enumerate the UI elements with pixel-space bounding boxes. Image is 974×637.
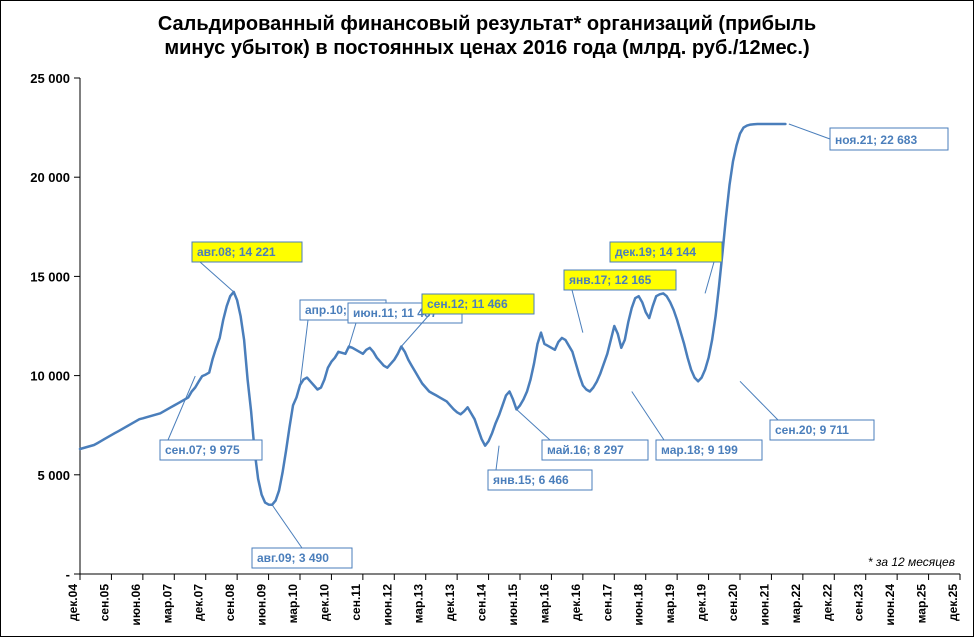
x-tick-label: сен.08 <box>223 584 237 622</box>
x-tick-label: июн.21 <box>757 584 771 626</box>
callout-leader <box>168 376 195 440</box>
callout-label: янв.17; 12 165 <box>569 273 652 287</box>
footnote: * за 12 месяцев <box>868 555 955 569</box>
chart-title-line2: минус убыток) в постоянных ценах 2016 го… <box>164 37 809 59</box>
callout-label: май.16; 8 297 <box>547 443 624 457</box>
x-tick-label: мар.16 <box>537 584 551 624</box>
callout-leader <box>572 290 583 333</box>
callout-leader <box>705 262 714 293</box>
chart-title-line1: Сальдированный финансовый результат* орг… <box>158 13 816 35</box>
callout-label: янв.15; 6 466 <box>493 473 569 487</box>
x-tick-label: дек.07 <box>192 584 206 621</box>
x-tick-label: июн.09 <box>255 584 269 626</box>
x-tick-label: дек.10 <box>317 584 331 621</box>
x-tick-label: июн.12 <box>380 584 394 626</box>
callout-label: сен.12; 11 466 <box>427 297 508 311</box>
chart-container: - 5 000 10 000 15 000 20 000 25 000 дек.04 сен.… <box>0 0 974 637</box>
callout-label: сен.20; 9 711 <box>775 423 849 437</box>
x-tick-label: мар.19 <box>663 584 677 624</box>
callout-label: сен.07; 9 975 <box>165 443 240 457</box>
x-tick-label: мар.22 <box>789 584 803 624</box>
x-tick-label: дек.22 <box>820 584 834 621</box>
callout-leader <box>517 409 550 440</box>
callout-leader <box>496 446 499 470</box>
x-tick-label: июн.18 <box>632 584 646 626</box>
x-tick-label: июн.24 <box>883 584 897 626</box>
callout-label: авг.08; 14 221 <box>197 245 276 259</box>
y-tick-label: 10 000 <box>30 369 70 384</box>
x-tick-label: дек.16 <box>569 584 583 621</box>
callout-leader <box>200 262 234 292</box>
chart-svg: - 5 000 10 000 15 000 20 000 25 000 дек.04 сен.… <box>0 0 974 637</box>
callout-label: авг.09; 3 490 <box>257 551 329 565</box>
callout-leader <box>300 320 308 385</box>
x-tick-label: сен.20 <box>726 584 740 622</box>
x-tick-label: мар.25 <box>915 584 929 624</box>
x-tick-label: мар.10 <box>286 584 300 624</box>
x-tick-label: дек.19 <box>695 584 709 621</box>
x-tick-label: мар.07 <box>160 584 174 624</box>
callout-leader <box>740 381 778 420</box>
x-tick-label: сен.11 <box>349 584 363 621</box>
callout-label: ноя.21; 22 683 <box>835 133 917 147</box>
y-tick-label: 5 000 <box>37 468 70 483</box>
x-tick-label: июн.06 <box>129 584 143 626</box>
x-tick-label: дек.25 <box>946 584 960 621</box>
y-tick-label: 15 000 <box>30 269 70 284</box>
callout-label: дек.19; 14 144 <box>615 245 696 259</box>
y-tick-label: 25 000 <box>30 71 70 86</box>
x-tick-label: дек.13 <box>443 584 457 621</box>
callout-label: мар.18; 9 199 <box>661 443 738 457</box>
x-tick-label: июн.15 <box>506 584 520 626</box>
x-tick-label: мар.13 <box>412 584 426 624</box>
callout-leader <box>349 323 356 346</box>
callout-leader <box>272 505 302 548</box>
x-tick-label: сен.17 <box>600 584 614 622</box>
x-tick-label: дек.04 <box>66 584 80 621</box>
y-tick-label: - <box>66 567 70 582</box>
y-tick-label: 20 000 <box>30 170 70 185</box>
callout-leader <box>789 124 830 139</box>
x-tick-label: сен.14 <box>475 584 489 622</box>
x-tick-label: сен.05 <box>97 584 111 622</box>
callout-leader <box>632 391 664 440</box>
x-tick-label: сен.23 <box>852 584 866 622</box>
